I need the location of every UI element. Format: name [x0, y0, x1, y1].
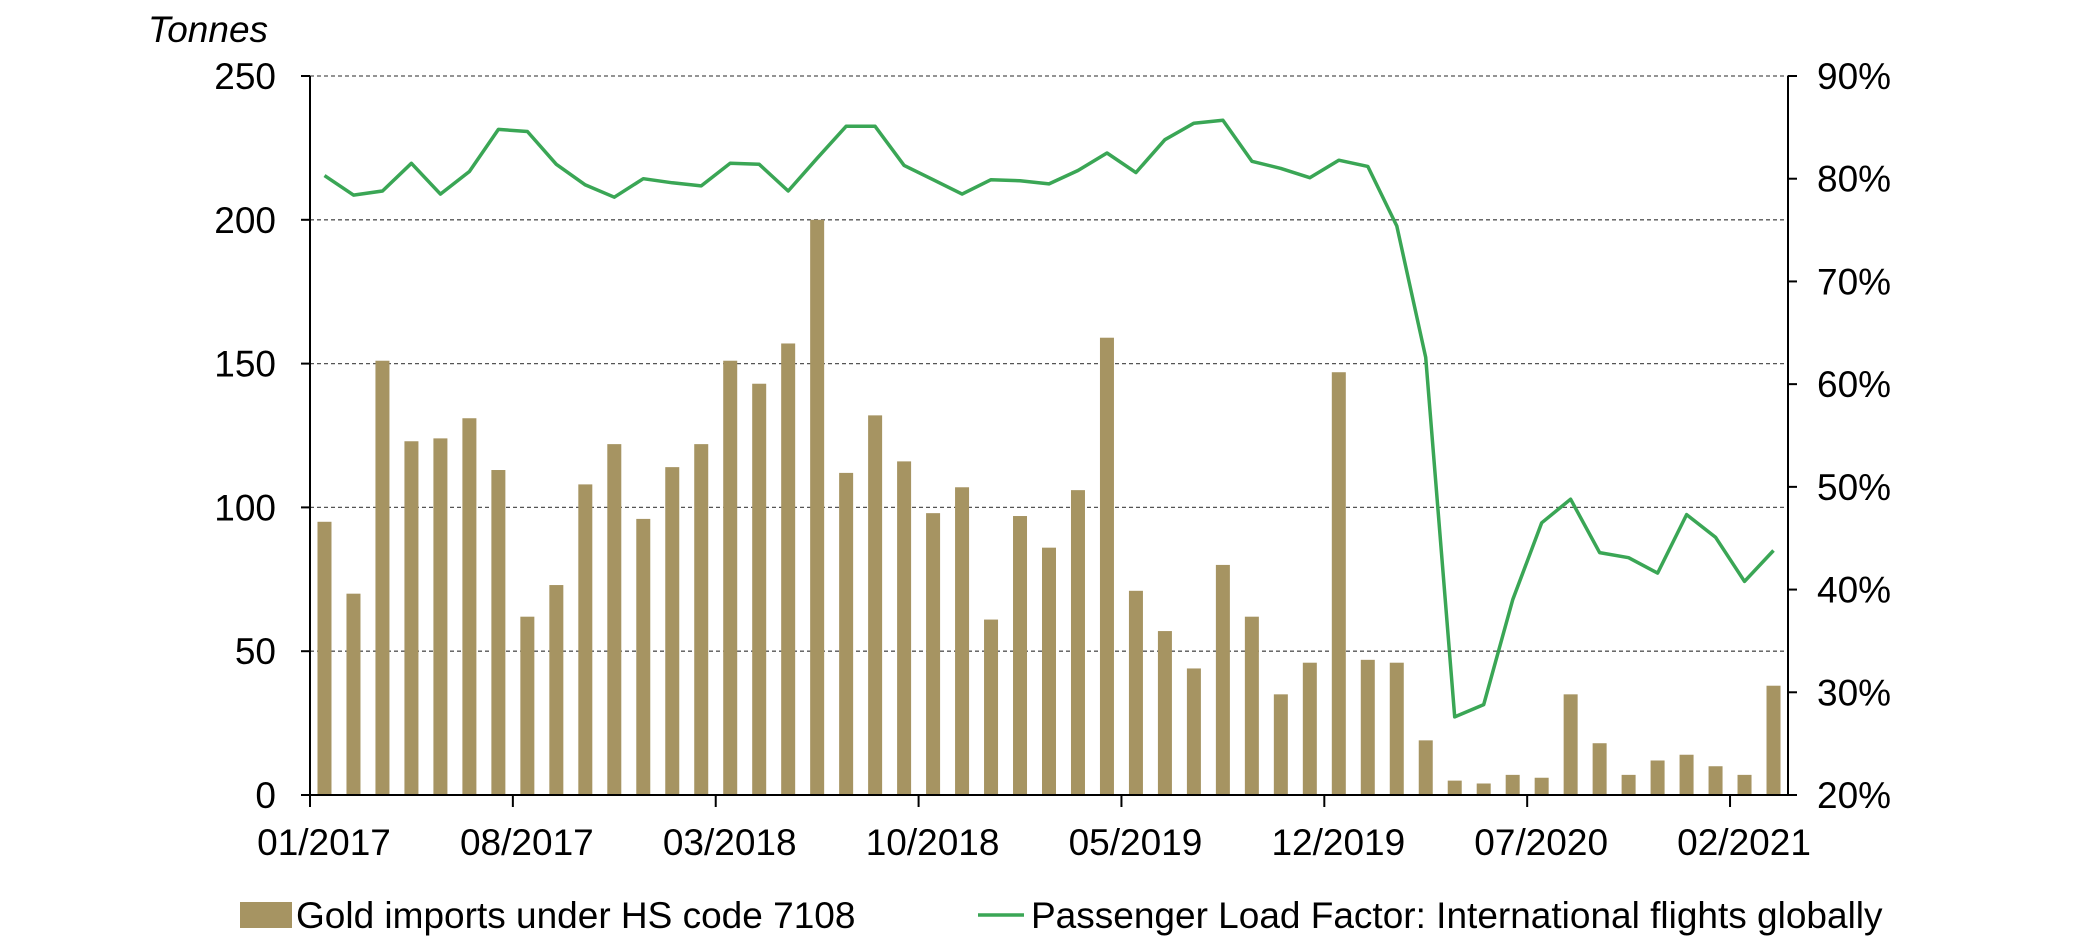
right-axis-tick-label: 40% [1817, 570, 1891, 611]
bar [781, 343, 796, 795]
bar [1360, 659, 1375, 795]
bar [1013, 516, 1028, 795]
x-axis-tick-label: 01/2017 [257, 822, 391, 863]
left-axis-tick-label: 200 [214, 200, 276, 241]
bar [1302, 662, 1317, 795]
left-axis-tick-label: 100 [214, 487, 276, 528]
right-axis-tick-label: 20% [1817, 775, 1891, 816]
bar [317, 521, 332, 795]
left-axis-unit-label: Tonnes [148, 9, 268, 50]
bar [346, 593, 361, 795]
bar [1592, 743, 1607, 795]
x-axis-tick-label: 02/2021 [1677, 822, 1811, 863]
bar [926, 513, 941, 795]
bar [462, 418, 477, 795]
bar [839, 472, 854, 795]
bar [984, 619, 999, 795]
right-axis-tick-label: 70% [1817, 261, 1891, 302]
bar [1447, 780, 1462, 795]
bar [1331, 372, 1346, 795]
bar [636, 518, 651, 795]
left-axis-tick-label: 150 [214, 344, 276, 385]
left-axis-tick-label: 50 [235, 631, 276, 672]
bar [1650, 760, 1665, 795]
right-axis-tick-label: 50% [1817, 467, 1891, 508]
x-axis-tick-label: 12/2019 [1271, 822, 1405, 863]
bar [1621, 774, 1636, 795]
bar [1766, 685, 1781, 795]
bar [1157, 631, 1172, 795]
bar [1244, 616, 1259, 795]
bar [404, 441, 419, 795]
bar [491, 470, 506, 795]
bar [375, 360, 390, 795]
bar [607, 444, 622, 795]
bar [897, 461, 912, 795]
left-axis-tick-label: 0 [255, 775, 276, 816]
bar [1186, 668, 1201, 795]
bar [1708, 766, 1723, 795]
left-axis-tick-labels: 0 50 100 150 200 250 [214, 56, 276, 816]
bar [1679, 754, 1694, 795]
bar [694, 444, 709, 795]
legend-bar-label: Gold imports under HS code 7108 [296, 895, 855, 936]
x-axis-tick-label: 03/2018 [663, 822, 797, 863]
right-axis-tick-label: 80% [1817, 159, 1891, 200]
right-axis-tick-label: 60% [1817, 364, 1891, 405]
bar [1505, 774, 1520, 795]
bar [1128, 590, 1143, 795]
line-series-passenger-load-factor [323, 118, 1775, 719]
x-axis-tick-label: 07/2020 [1474, 822, 1608, 863]
bar [578, 484, 593, 795]
legend-bar-swatch [240, 902, 292, 928]
bar [1476, 783, 1491, 795]
left-axis-tick-label: 250 [214, 56, 276, 97]
bar [868, 415, 883, 795]
right-axis-tick-label: 30% [1817, 672, 1891, 713]
bar [1737, 774, 1752, 795]
right-axis-tick-label: 90% [1817, 56, 1891, 97]
bar-series-gold-imports [317, 219, 1781, 796]
bar [1563, 694, 1578, 795]
axes [301, 75, 1797, 807]
bar [1070, 490, 1085, 795]
bar [549, 585, 564, 795]
bar [665, 467, 680, 795]
bar [723, 360, 738, 795]
legend-line-label: Passenger Load Factor: International fli… [1031, 895, 1883, 936]
bar [520, 616, 535, 795]
x-axis-tick-label: 10/2018 [866, 822, 1000, 863]
bar [810, 219, 825, 796]
bar [752, 383, 767, 795]
bar [1099, 337, 1114, 795]
bar [433, 438, 448, 795]
bar [955, 487, 970, 795]
bar [1215, 564, 1230, 795]
x-axis-tick-labels: 01/2017 08/2017 03/2018 10/2018 05/2019 12/20… [257, 822, 1811, 863]
bar [1534, 777, 1549, 795]
x-axis-tick-label: 05/2019 [1069, 822, 1203, 863]
bar [1273, 694, 1288, 795]
legend: Gold imports under HS code 7108 Passenge… [240, 895, 1883, 936]
right-axis-tick-labels: 20% 30% 40% 50% 60% 70% 80% 90% [1817, 56, 1891, 816]
bar [1418, 740, 1433, 795]
bar [1042, 547, 1056, 795]
load-factor-line [323, 118, 1775, 719]
x-axis-tick-label: 08/2017 [460, 822, 594, 863]
bar [1389, 662, 1404, 795]
